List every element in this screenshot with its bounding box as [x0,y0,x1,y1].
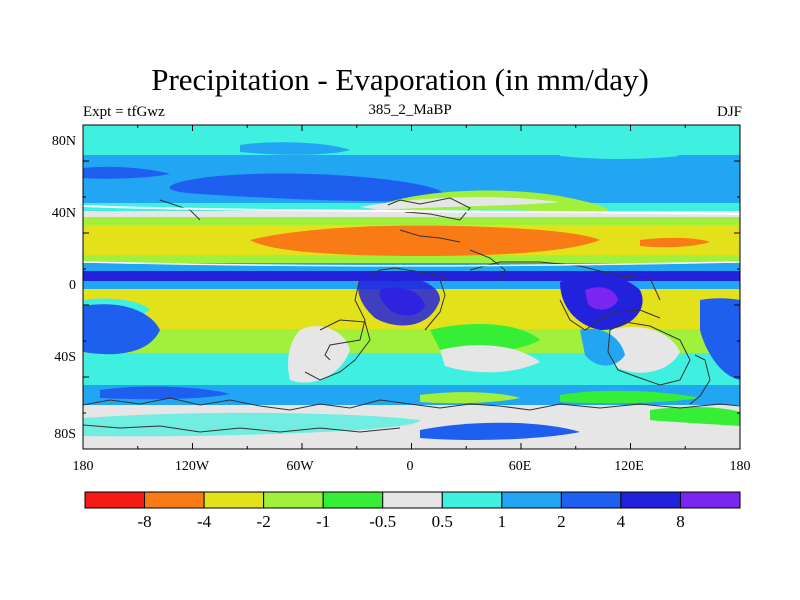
colorbar-level-label: 4 [616,512,626,531]
colorbar-level-label: -2 [256,512,271,531]
lon-tick-120w: 120W [174,459,210,474]
figure-title: Precipitation - Evaporation (in mm/day) [151,62,649,97]
band-north-sub-green [83,217,740,225]
south-america-grey [288,326,350,383]
southern-green-streak [560,390,700,404]
lon-tick-180e: 180 [729,459,751,474]
south-indian-grey [440,345,540,373]
storm-track-north-pacific [83,166,170,179]
band-itcz-light [83,263,740,271]
lat-tick-80s: 80S [54,427,76,442]
lon-tick-60e: 60E [508,459,532,474]
storm-track-north-atlantic [169,173,445,202]
colorbar-swatch [620,491,681,509]
south-pacific-blue [83,304,160,355]
lon-tick-180w: 180 [72,459,94,474]
colorbar-level-label: 8 [676,512,685,531]
southern-blue-arc [420,422,580,440]
colorbar-swatch [501,491,562,509]
time-period-label: 385_2_MaBP [368,102,452,118]
colorbar-swatch [84,491,146,509]
lon-tick-120e: 120E [614,459,644,474]
map-plot [83,125,740,449]
colorbar-level-label: 0.5 [431,512,453,531]
coast-australia [607,321,691,386]
tropical-purple-indonesia [585,287,618,310]
lat-tick-40s: 40S [54,350,76,365]
axis-ticks [82,124,741,450]
south-atlantic-green [430,324,540,353]
colorbar-swatch [203,491,265,509]
colorbar-level-label: 2 [557,512,566,531]
coast-antarctica-inner [83,424,401,433]
band-itcz-core [83,271,740,281]
lat-tick-80n: 80N [51,134,76,149]
colorbar-swatch [144,491,205,509]
lat-tick-40n: 40N [51,206,76,221]
colorbar-level-label: -4 [196,512,212,531]
southern-blue-arc-2 [100,386,230,400]
north-orange-belt [250,225,600,256]
coast-asia [469,261,661,301]
colorbar [84,491,741,509]
colorbar-level-label: -8 [137,512,152,531]
coast-new-zealand [689,354,711,405]
colorbar-swatch [441,491,503,509]
coast-antarctica [83,397,740,411]
colorbar-swatch [679,491,741,509]
arctic-blue-patch [240,142,350,155]
southern-green-streak-2 [420,392,520,404]
season-label: DJF [716,104,742,120]
coast-europe [387,197,471,221]
coast-south-america [304,319,371,381]
band-north-trop-green [83,255,740,263]
colorbar-swatch [322,491,384,509]
north-grey-ridge [360,197,560,210]
colorbar-swatch [382,491,443,509]
band-north-grey [83,211,740,217]
coast-africa [324,277,366,361]
coast-mediterranean [399,229,461,243]
south-indian-blue-swirl [580,328,625,366]
antarctic-green-margin [650,406,740,426]
colorbar-level-label: 1 [497,512,507,531]
south-pacific-blue-east [700,298,740,380]
arctic-cyan-patch [560,148,680,159]
colorbar-level-label: -0.5 [369,512,397,531]
lon-tick-0: 0 [406,459,414,474]
coastlines [83,197,740,433]
lat-tick-equator: 0 [69,278,76,293]
experiment-label: Expt = tfGwz [83,104,165,120]
coast-south-africa [424,279,446,331]
north-orange-east [640,237,710,248]
colorbar-swatch [263,491,324,509]
tropical-blue-africa [358,275,440,326]
antarctic-cyan-margin [83,412,420,437]
coast-middle-east [469,249,506,281]
white-streak-north [83,205,740,215]
coast-north-africa [369,267,451,281]
lon-tick-60w: 60W [286,459,314,474]
white-streak-tropics [83,261,740,267]
australia-grey [606,326,680,373]
coast-se-asia [559,299,661,331]
colorbar-level-label: -1 [316,512,331,531]
colorbar-swatch [560,491,622,509]
